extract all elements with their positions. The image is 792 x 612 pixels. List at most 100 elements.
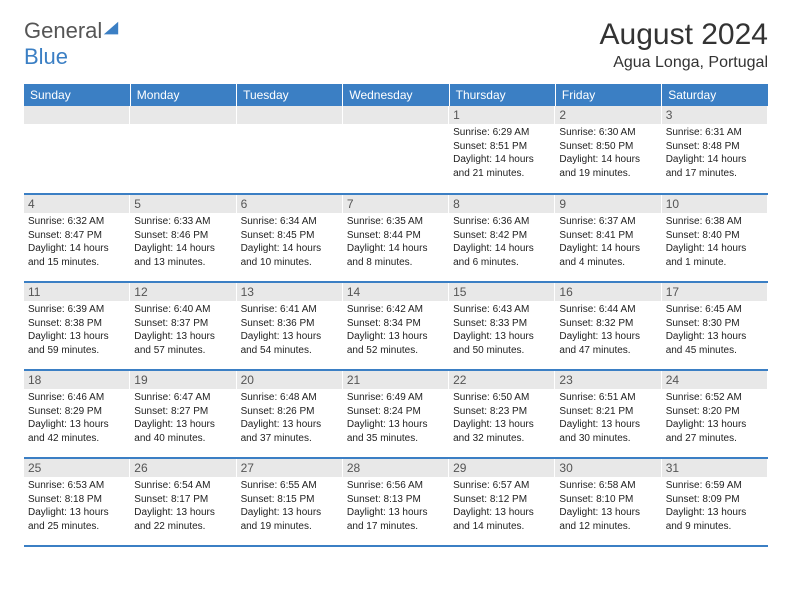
day-number-empty — [237, 106, 343, 124]
day-number: 19 — [130, 371, 236, 389]
sunset-text: Sunset: 8:24 PM — [347, 405, 445, 419]
cell-body: Sunrise: 6:45 AMSunset: 8:30 PMDaylight:… — [662, 301, 768, 359]
sunrise-text: Sunrise: 6:55 AM — [241, 479, 339, 493]
calendar-table: SundayMondayTuesdayWednesdayThursdayFrid… — [24, 84, 768, 547]
location: Agua Longa, Portugal — [600, 54, 768, 72]
calendar-cell: 18Sunrise: 6:46 AMSunset: 8:29 PMDayligh… — [24, 370, 130, 458]
sunset-text: Sunset: 8:12 PM — [453, 493, 551, 507]
calendar-cell: 24Sunrise: 6:52 AMSunset: 8:20 PMDayligh… — [662, 370, 768, 458]
sunset-text: Sunset: 8:10 PM — [559, 493, 657, 507]
sunrise-text: Sunrise: 6:50 AM — [453, 391, 551, 405]
day-number: 7 — [343, 195, 449, 213]
daylight-text: Daylight: 14 hours and 4 minutes. — [559, 242, 657, 269]
sunrise-text: Sunrise: 6:51 AM — [559, 391, 657, 405]
logo: GeneralBlue — [24, 18, 120, 70]
sunrise-text: Sunrise: 6:53 AM — [28, 479, 126, 493]
daylight-text: Daylight: 13 hours and 25 minutes. — [28, 506, 126, 533]
sunrise-text: Sunrise: 6:37 AM — [559, 215, 657, 229]
sunset-text: Sunset: 8:15 PM — [241, 493, 339, 507]
day-number: 18 — [24, 371, 130, 389]
daylight-text: Daylight: 13 hours and 17 minutes. — [347, 506, 445, 533]
sunrise-text: Sunrise: 6:31 AM — [666, 126, 764, 140]
calendar-cell: 6Sunrise: 6:34 AMSunset: 8:45 PMDaylight… — [237, 194, 343, 282]
day-number: 21 — [343, 371, 449, 389]
sunrise-text: Sunrise: 6:35 AM — [347, 215, 445, 229]
title-area: August 2024 Agua Longa, Portugal — [600, 18, 768, 72]
day-number: 22 — [449, 371, 555, 389]
calendar-cell: 2Sunrise: 6:30 AMSunset: 8:50 PMDaylight… — [555, 106, 661, 194]
cell-body: Sunrise: 6:38 AMSunset: 8:40 PMDaylight:… — [662, 213, 768, 271]
day-number: 29 — [449, 459, 555, 477]
daylight-text: Daylight: 14 hours and 8 minutes. — [347, 242, 445, 269]
sunrise-text: Sunrise: 6:54 AM — [134, 479, 232, 493]
calendar-cell: 26Sunrise: 6:54 AMSunset: 8:17 PMDayligh… — [130, 458, 236, 546]
sunset-text: Sunset: 8:38 PM — [28, 317, 126, 331]
cell-body: Sunrise: 6:43 AMSunset: 8:33 PMDaylight:… — [449, 301, 555, 359]
day-number: 23 — [555, 371, 661, 389]
day-header: Sunday — [24, 84, 130, 106]
sunset-text: Sunset: 8:33 PM — [453, 317, 551, 331]
cell-body: Sunrise: 6:36 AMSunset: 8:42 PMDaylight:… — [449, 213, 555, 271]
calendar-cell: 31Sunrise: 6:59 AMSunset: 8:09 PMDayligh… — [662, 458, 768, 546]
sunset-text: Sunset: 8:23 PM — [453, 405, 551, 419]
sunrise-text: Sunrise: 6:52 AM — [666, 391, 764, 405]
cell-body: Sunrise: 6:57 AMSunset: 8:12 PMDaylight:… — [449, 477, 555, 535]
calendar-cell: 7Sunrise: 6:35 AMSunset: 8:44 PMDaylight… — [343, 194, 449, 282]
sunrise-text: Sunrise: 6:46 AM — [28, 391, 126, 405]
sunrise-text: Sunrise: 6:33 AM — [134, 215, 232, 229]
sunrise-text: Sunrise: 6:58 AM — [559, 479, 657, 493]
calendar-week: 1Sunrise: 6:29 AMSunset: 8:51 PMDaylight… — [24, 106, 768, 194]
day-number: 13 — [237, 283, 343, 301]
calendar-cell: 15Sunrise: 6:43 AMSunset: 8:33 PMDayligh… — [449, 282, 555, 370]
day-number-empty — [343, 106, 449, 124]
sunset-text: Sunset: 8:36 PM — [241, 317, 339, 331]
daylight-text: Daylight: 14 hours and 1 minute. — [666, 242, 764, 269]
day-number: 31 — [662, 459, 768, 477]
day-number: 12 — [130, 283, 236, 301]
sunrise-text: Sunrise: 6:56 AM — [347, 479, 445, 493]
sunset-text: Sunset: 8:37 PM — [134, 317, 232, 331]
day-number: 5 — [130, 195, 236, 213]
sunrise-text: Sunrise: 6:59 AM — [666, 479, 764, 493]
cell-body: Sunrise: 6:37 AMSunset: 8:41 PMDaylight:… — [555, 213, 661, 271]
calendar-cell: 3Sunrise: 6:31 AMSunset: 8:48 PMDaylight… — [662, 106, 768, 194]
sunrise-text: Sunrise: 6:41 AM — [241, 303, 339, 317]
cell-body: Sunrise: 6:55 AMSunset: 8:15 PMDaylight:… — [237, 477, 343, 535]
calendar-cell: 4Sunrise: 6:32 AMSunset: 8:47 PMDaylight… — [24, 194, 130, 282]
cell-body: Sunrise: 6:30 AMSunset: 8:50 PMDaylight:… — [555, 124, 661, 182]
day-number: 20 — [237, 371, 343, 389]
calendar-cell: 13Sunrise: 6:41 AMSunset: 8:36 PMDayligh… — [237, 282, 343, 370]
day-number-empty — [24, 106, 130, 124]
day-number: 2 — [555, 106, 661, 124]
day-number: 10 — [662, 195, 768, 213]
calendar-week: 4Sunrise: 6:32 AMSunset: 8:47 PMDaylight… — [24, 194, 768, 282]
cell-body: Sunrise: 6:49 AMSunset: 8:24 PMDaylight:… — [343, 389, 449, 447]
day-number: 24 — [662, 371, 768, 389]
cell-body: Sunrise: 6:54 AMSunset: 8:17 PMDaylight:… — [130, 477, 236, 535]
sunrise-text: Sunrise: 6:42 AM — [347, 303, 445, 317]
daylight-text: Daylight: 13 hours and 30 minutes. — [559, 418, 657, 445]
day-number: 17 — [662, 283, 768, 301]
calendar-cell — [24, 106, 130, 194]
day-number: 28 — [343, 459, 449, 477]
logo-text-2: Blue — [24, 44, 68, 69]
sunrise-text: Sunrise: 6:39 AM — [28, 303, 126, 317]
cell-body: Sunrise: 6:53 AMSunset: 8:18 PMDaylight:… — [24, 477, 130, 535]
day-number: 14 — [343, 283, 449, 301]
sunset-text: Sunset: 8:09 PM — [666, 493, 764, 507]
calendar-cell: 14Sunrise: 6:42 AMSunset: 8:34 PMDayligh… — [343, 282, 449, 370]
calendar-cell: 22Sunrise: 6:50 AMSunset: 8:23 PMDayligh… — [449, 370, 555, 458]
calendar-cell — [343, 106, 449, 194]
calendar-cell — [237, 106, 343, 194]
daylight-text: Daylight: 13 hours and 47 minutes. — [559, 330, 657, 357]
calendar-body: 1Sunrise: 6:29 AMSunset: 8:51 PMDaylight… — [24, 106, 768, 546]
day-header: Monday — [130, 84, 236, 106]
calendar-cell: 19Sunrise: 6:47 AMSunset: 8:27 PMDayligh… — [130, 370, 236, 458]
sunset-text: Sunset: 8:32 PM — [559, 317, 657, 331]
cell-body: Sunrise: 6:32 AMSunset: 8:47 PMDaylight:… — [24, 213, 130, 271]
cell-body: Sunrise: 6:56 AMSunset: 8:13 PMDaylight:… — [343, 477, 449, 535]
daylight-text: Daylight: 14 hours and 15 minutes. — [28, 242, 126, 269]
sunrise-text: Sunrise: 6:43 AM — [453, 303, 551, 317]
cell-body: Sunrise: 6:42 AMSunset: 8:34 PMDaylight:… — [343, 301, 449, 359]
sunset-text: Sunset: 8:13 PM — [347, 493, 445, 507]
